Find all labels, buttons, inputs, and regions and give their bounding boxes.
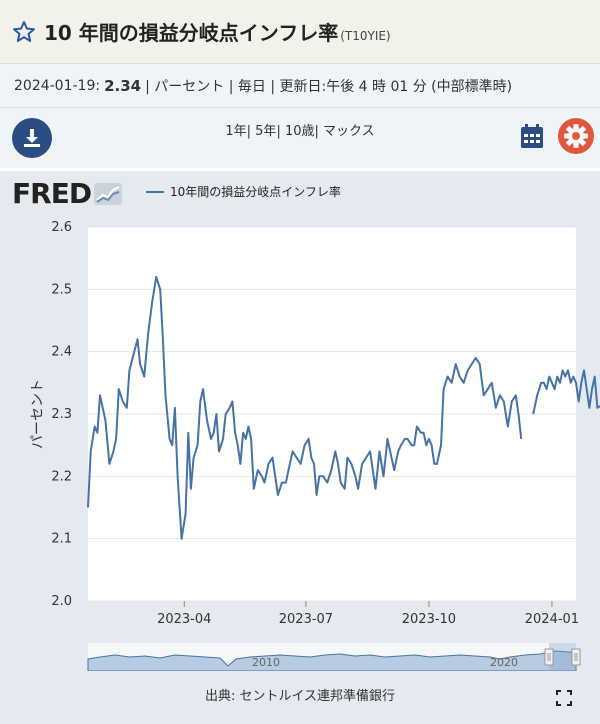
source-note: 出典: セントルイス連邦準備銀行 [204,689,396,704]
range-5y[interactable]: 5年 [255,124,277,139]
y-tick-label: 2.4 [51,345,72,360]
navigator-handle-left[interactable] [544,648,554,666]
chart-legend[interactable]: 10年間の損益分岐点インフレ率 [146,183,341,200]
range-1y[interactable]: 1年 [225,124,247,139]
navigator-area [87,650,577,671]
observation-value: 2.34 [104,76,142,95]
chart-toolbar: 1年| 5年| 10歳| マックス [0,108,600,168]
y-axis-ticks: 2.6 2.5 2.4 2.3 2.2 2.1 2.0 [51,220,72,609]
fred-logo: FRED [12,177,123,210]
legend-swatch [146,190,164,193]
fred-chart-icon [94,183,123,205]
fred-logo-text: FRED [12,177,92,210]
observation-date: 2024-01-19: [14,77,101,94]
latest-observation-bar: 2024-01-19: 2.34 | パーセント | 毎日 | 更新日:午後 4… [0,64,600,108]
y-tick-label: 2.0 [51,594,72,609]
page-title: 10 年間の損益分岐点インフレ率 (T10YIE) [44,17,391,46]
range-10y[interactable]: 10歳 [284,124,315,139]
date-range-selector: 1年| 5年| 10歳| マックス [225,124,375,139]
navigator-handle-right[interactable] [571,648,581,666]
y-tick-label: 2.3 [51,407,72,422]
chart-panel: FRED 10年間の損益分岐点インフレ率 2.6 2.5 2.4 2.3 2.2 2.1 2… [0,171,600,724]
x-tick-label: 2024-01 [525,612,579,627]
gear-icon[interactable] [558,118,594,154]
fullscreen-icon[interactable] [556,690,572,706]
series-line[interactable] [532,296,600,514]
x-tick-label: 2023-04 [157,612,211,627]
star-icon[interactable] [12,20,36,44]
observation-meta: | パーセント | 毎日 | 更新日:午後 4 時 01 分 (中部標準時) [145,78,513,95]
navigator-label-2010: 2010 [252,656,280,669]
calendar-icon[interactable] [520,123,544,149]
download-button[interactable] [12,118,52,158]
line-chart[interactable]: 2.62.52.42.32.22.12.0 2023-04 2023-07 2023… [0,171,600,671]
y-axis-label: パーセント [30,379,46,449]
range-max[interactable]: マックス [323,124,375,139]
series-line[interactable] [87,275,523,540]
download-icon [24,129,40,147]
x-tick-label: 2023-07 [279,612,333,627]
range-navigator[interactable]: 2010 2020 [87,643,581,671]
y-tick-label: 2.5 [51,282,72,297]
x-axis-ticks: 2023-04 2023-07 2023-10 2024-01 [157,601,579,627]
series-lines [87,275,600,540]
y-tick-label: 2.6 [51,220,72,235]
y-tick-label: 2.1 [51,532,72,547]
series-title: 10 年間の損益分岐点インフレ率 [44,21,339,45]
x-tick-label: 2023-10 [402,612,456,627]
series-id: (T10YIE) [340,29,391,43]
legend-label: 10年間の損益分岐点インフレ率 [170,185,341,199]
grid-lines [88,226,576,602]
navigator-label-2020: 2020 [490,656,518,669]
y-tick-label: 2.2 [51,469,72,484]
page-header: 10 年間の損益分岐点インフレ率 (T10YIE) [0,0,600,64]
